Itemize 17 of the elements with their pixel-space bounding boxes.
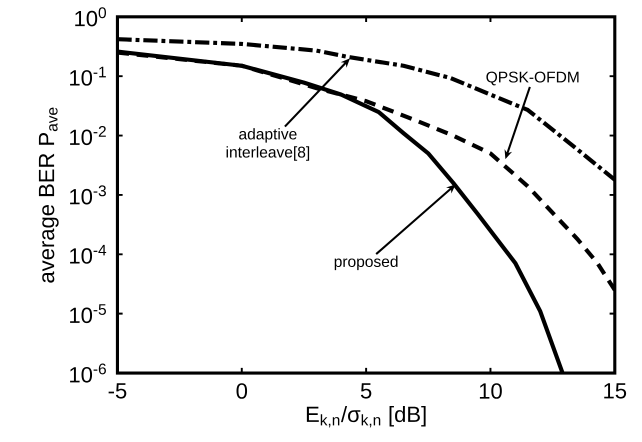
y-tick-label: 10$^{-1}$ <box>70 66 106 86</box>
x-tick-label: 0 <box>236 383 248 399</box>
y-tick-label: 10$^{-4}$ <box>70 244 106 264</box>
y-tick-label: 10$^{0}$ <box>75 7 106 26</box>
y-tick-label: 10$^{-6}$ <box>70 363 106 383</box>
y-axis-title: average BER P$_{ave}$ <box>38 108 59 283</box>
annotation: proposed <box>334 256 398 270</box>
annotation: adaptive interleave[8] <box>226 128 310 161</box>
x-tick-label: -5 <box>108 383 126 399</box>
x-tick-label: 10 <box>480 383 502 399</box>
x-tick-label: 15 <box>604 383 626 399</box>
y-tick-label: 10$^{-5}$ <box>70 304 106 324</box>
y-tick-label: 10$^{-2}$ <box>70 126 106 146</box>
x-tick-label: 5 <box>360 383 372 399</box>
annotation: QPSK-OFDM <box>486 72 579 86</box>
y-tick-label: 10$^{-3}$ <box>70 185 106 204</box>
x-axis-title: E$_{k,n}$/σ$_{k,n}$ [dB] <box>306 406 426 428</box>
